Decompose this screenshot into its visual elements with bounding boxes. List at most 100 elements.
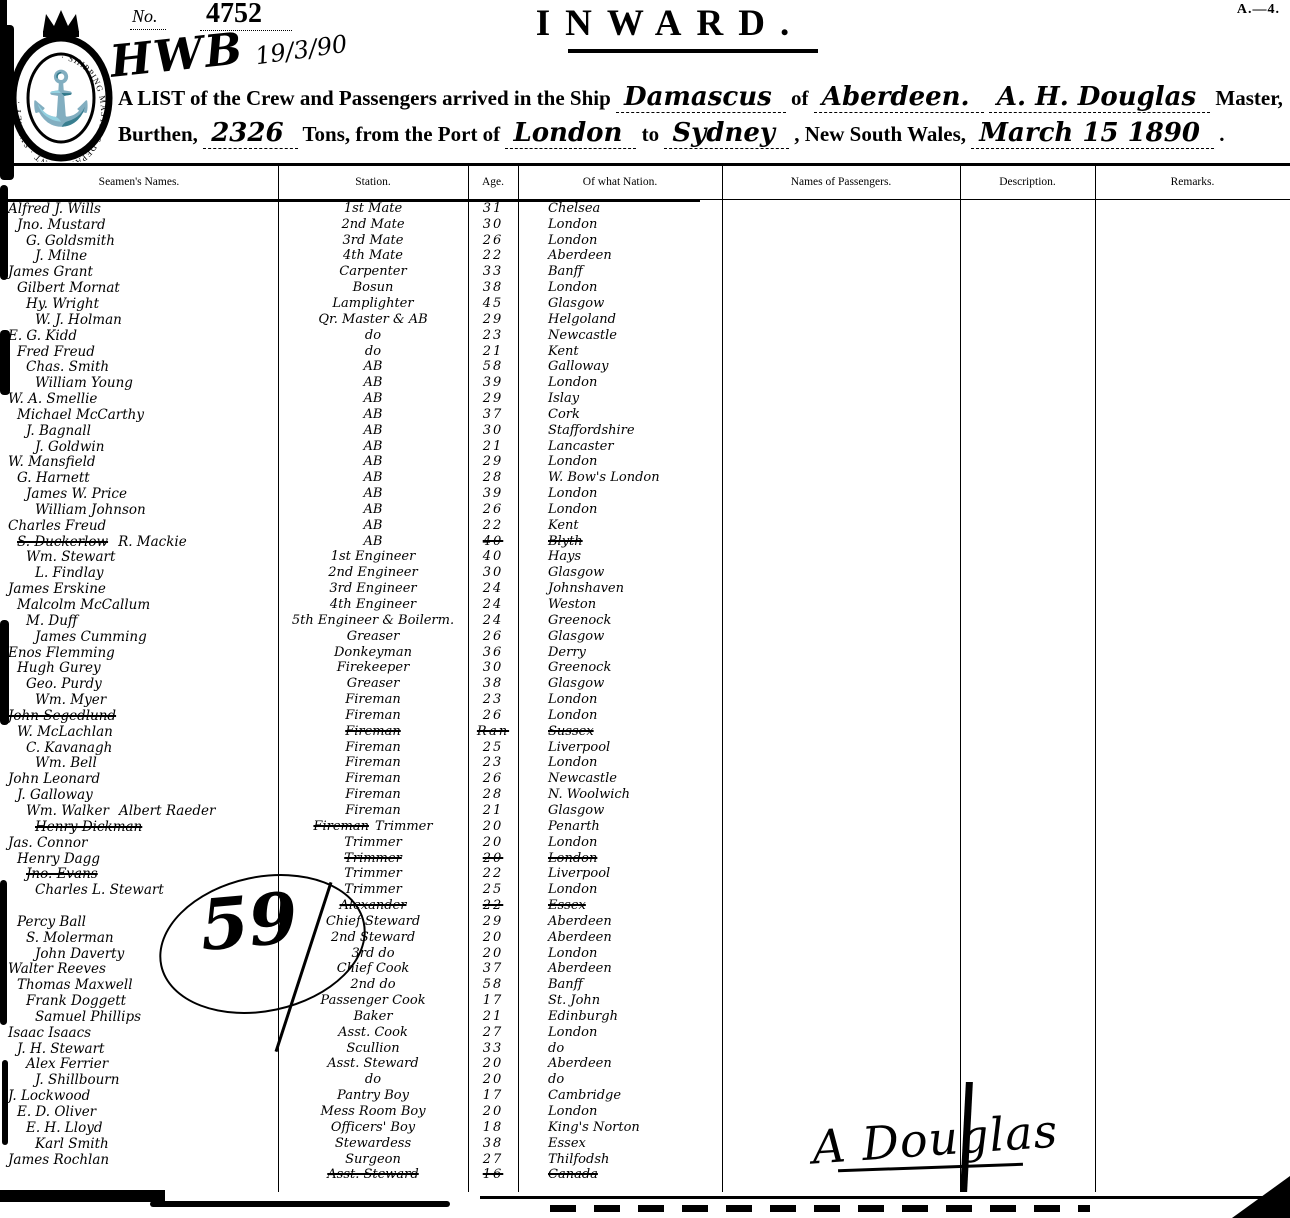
- crew-nation: N. Woolwich: [548, 787, 631, 803]
- table-row: Karl Smith Stewardess 38 Essex: [0, 1136, 1290, 1152]
- crew-nation: Aberdeen: [548, 929, 612, 945]
- crew-age: 29: [482, 454, 504, 470]
- table-row: J. Goldwin AB 21 Lancaster: [0, 439, 1290, 455]
- table-row: G. Goldsmith 3rd Mate 26 London: [0, 233, 1290, 249]
- crew-nation: Glasgow: [548, 628, 605, 644]
- crew-age: 29: [482, 311, 504, 327]
- table-row: E. D. Oliver Mess Room Boy 20 London: [0, 1104, 1290, 1120]
- table-row: Hy. Wright Lamplighter 45 Glasgow: [0, 296, 1290, 312]
- crew-station: Trimmer: [344, 866, 402, 882]
- crew-age: 23: [482, 327, 504, 343]
- crew-station: Baker: [353, 1008, 393, 1024]
- crew-station: Fireman: [345, 723, 401, 739]
- preamble-text: A LIST of the Crew and Passengers arrive…: [118, 86, 611, 110]
- tonnage-handwriting: 2326: [203, 118, 298, 149]
- crew-nation: Essex: [548, 1135, 586, 1151]
- crew-station: AB: [363, 533, 383, 549]
- table-row: W. McLachlan Fireman Ran Sussex: [0, 724, 1290, 740]
- crew-nation: Glasgow: [548, 802, 605, 818]
- crew-station: AB: [363, 359, 383, 375]
- crew-name: Hy. Wright: [26, 295, 99, 312]
- crew-station: Trimmer: [344, 882, 402, 898]
- table-row: Percy Ball Chief Steward 29 Aberdeen: [0, 914, 1290, 930]
- crew-station: Fireman: [345, 787, 401, 803]
- crew-station: Carpenter: [339, 264, 407, 280]
- registry-port-handwriting: Aberdeen.: [813, 82, 984, 113]
- crew-age: 26: [482, 628, 504, 644]
- crew-nation: Canada: [548, 1167, 598, 1183]
- crew-nation: Aberdeen: [548, 248, 612, 264]
- crew-nation: London: [548, 755, 598, 771]
- crew-age: 20: [482, 1072, 504, 1088]
- crew-name: S. Duckerlow R. Mackie: [17, 533, 187, 550]
- crew-name: J. Shillbourn: [35, 1072, 120, 1089]
- table-row: E. H. Lloyd Officers' Boy 18 King's Norton: [0, 1120, 1290, 1136]
- crew-nation: Glasgow: [548, 676, 605, 692]
- crew-name: Wm. Bell: [35, 755, 97, 772]
- crew-age: 38: [482, 1135, 504, 1151]
- crew-name: Enos Flemming: [8, 644, 115, 661]
- arrival-date-handwriting: March 15 1890: [971, 118, 1214, 149]
- crew-station: 5th Engineer & Boilerm.: [291, 612, 455, 628]
- crew-nation: London: [548, 232, 598, 248]
- crew-nation: Penarth: [548, 818, 600, 834]
- crew-name-replacement: R. Mackie: [118, 533, 187, 550]
- crew-age: 26: [482, 232, 504, 248]
- table-row: J. Bagnall AB 30 Staffordshire: [0, 423, 1290, 439]
- crew-name: Thomas Maxwell: [17, 977, 133, 994]
- crew-name: Samuel Phillips: [35, 1008, 142, 1025]
- crew-name: Charles L. Stewart: [35, 882, 164, 899]
- crew-station: 4th Engineer: [329, 597, 417, 613]
- table-row: S. Molerman 2nd Steward 20 Aberdeen: [0, 930, 1290, 946]
- preamble-line-1: A LIST of the Crew and Passengers arrive…: [118, 82, 1283, 113]
- crew-name: James Rochlan: [8, 1151, 110, 1168]
- table-row: Charles L. Stewart Trimmer 25 London: [0, 882, 1290, 898]
- page-corner-shadow: [1232, 1176, 1290, 1218]
- crew-age: 22: [482, 248, 504, 264]
- crew-age: 20: [482, 850, 504, 866]
- crew-station: 1st Mate: [343, 200, 403, 216]
- crew-age: 40: [482, 533, 504, 549]
- crew-age: 58: [482, 977, 504, 993]
- crew-station: Pantry Boy: [337, 1088, 409, 1104]
- table-row: James Rochlan Surgeon 27 Thilfodsh: [0, 1152, 1290, 1168]
- crew-name: Isaac Isaacs: [8, 1024, 92, 1041]
- crew-station: Chief Steward: [325, 913, 421, 929]
- table-top-rule: [0, 163, 1290, 166]
- crew-age: 37: [482, 961, 504, 977]
- crew-station: Firekeeper: [336, 660, 410, 676]
- col-header-seamens-names: Seamen's Names.: [98, 176, 180, 188]
- crew-station: 2nd do: [350, 977, 396, 993]
- crew-nation: Greenock: [548, 660, 612, 676]
- crew-nation: Thilfodsh: [548, 1151, 610, 1167]
- crew-nation: London: [548, 834, 598, 850]
- table-row: William Young AB 39 London: [0, 375, 1290, 391]
- crew-name: Jno. Evans: [26, 866, 98, 883]
- crew-age: 16: [482, 1167, 504, 1183]
- crew-nation: London: [548, 707, 598, 723]
- crew-nation: Chelsea: [548, 200, 601, 216]
- table-row: Michael McCarthy AB 37 Cork: [0, 407, 1290, 423]
- crew-age: 23: [482, 755, 504, 771]
- crew-age: 45: [482, 295, 504, 311]
- crew-age: 28: [482, 470, 504, 486]
- table-row: James Grant Carpenter 33 Banff: [0, 264, 1290, 280]
- crew-name: G. Harnett: [17, 470, 90, 487]
- crew-station: 2nd Mate: [341, 216, 405, 232]
- crew-station: Fireman Trimmer: [313, 818, 433, 834]
- table-row: Isaac Isaacs Asst. Cook 27 London: [0, 1025, 1290, 1041]
- crew-nation: Liverpool: [548, 739, 611, 755]
- crew-name: W. A. Smellie: [8, 391, 98, 408]
- crew-name: James W. Price: [26, 486, 127, 503]
- crew-station: AB: [363, 517, 383, 533]
- crew-station: AB: [363, 470, 383, 486]
- table-row: Alfred J. Wills 1st Mate 31 Chelsea: [0, 201, 1290, 217]
- crew-nation: London: [548, 692, 598, 708]
- crew-name: Wm. Walker Albert Raeder: [26, 802, 216, 819]
- scan-artifact: [0, 1190, 165, 1202]
- crew-count-handwriting: 59: [196, 875, 301, 968]
- crew-name: Geo. Purdy: [26, 676, 102, 693]
- crew-station: Fireman: [345, 755, 401, 771]
- crew-station: Qr. Master & AB: [318, 311, 428, 327]
- clerk-initials-handwriting: HWB: [107, 23, 247, 88]
